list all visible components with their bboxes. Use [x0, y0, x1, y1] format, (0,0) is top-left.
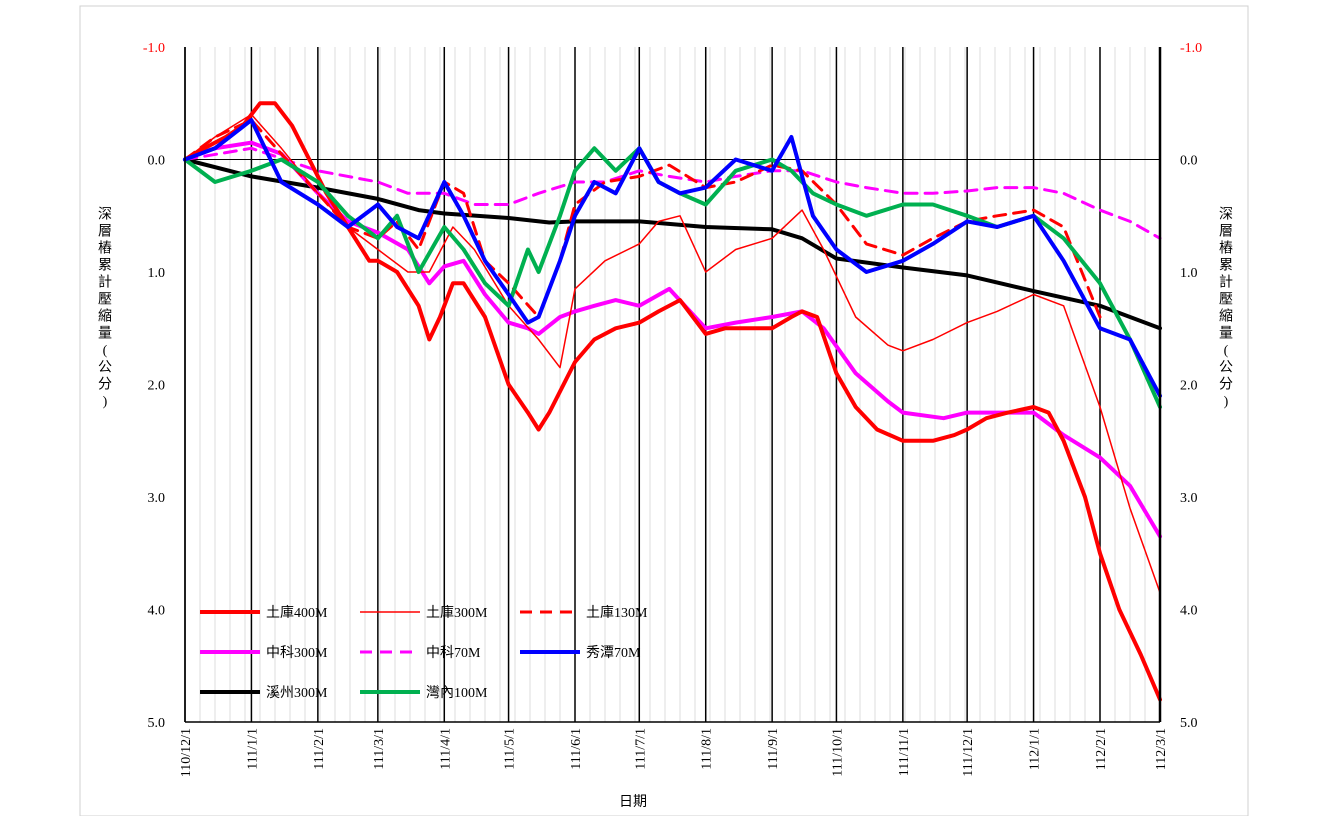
series-line	[183, 140, 1162, 539]
x-axis-title: 日期	[619, 794, 647, 810]
y-axis-title-right: 深層樁累計壓縮量(公分)	[1219, 207, 1233, 410]
series-line	[183, 101, 1162, 702]
series-lines	[183, 101, 1162, 702]
series-line	[183, 146, 1162, 409]
x-tick-label: 111/12/1	[961, 728, 976, 777]
y-tick-label-left: 3.0	[148, 491, 166, 506]
y-tick-label-right: 4.0	[1180, 604, 1198, 619]
legend: 土庫400M 土庫300M 土庫130M 中科300M 中科70M 秀潭70M 溪州300M…	[200, 604, 648, 701]
x-tick-label: 111/5/1	[503, 728, 518, 770]
x-tick-label: 112/2/1	[1094, 728, 1109, 770]
x-tick-label: 111/2/1	[312, 728, 327, 770]
x-tick-label: 111/11/1	[897, 728, 912, 776]
x-tick-label: 111/6/1	[569, 728, 584, 770]
series-line	[183, 146, 1162, 240]
legend-label: 溪州300M	[266, 685, 328, 701]
series-line	[183, 157, 1162, 331]
x-tick-label: 111/10/1	[830, 728, 845, 777]
y-tick-label-right: 0.0	[1180, 154, 1198, 169]
legend-label: 中科70M	[426, 645, 481, 661]
x-tick-label: 112/1/1	[1028, 728, 1043, 770]
y-tick-label-left: 0.0	[148, 154, 166, 169]
y-tick-label-right: 3.0	[1180, 491, 1198, 506]
y-tick-label-left: 1.0	[148, 266, 166, 281]
y-tick-label-right: 1.0	[1180, 266, 1198, 281]
series-line	[183, 118, 1162, 398]
x-tick-labels: 110/12/1 111/1/1 111/2/1 111/3/1 111/4/1 111/…	[179, 728, 1169, 777]
series-line	[184, 113, 1161, 594]
series-line	[183, 118, 1102, 319]
x-tick-label: 110/12/1	[179, 728, 194, 777]
y-tick-label-left: 4.0	[148, 604, 166, 619]
legend-label: 土庫400M	[266, 604, 328, 621]
x-tick-label: 111/7/1	[633, 728, 648, 770]
x-tick-label: 111/8/1	[700, 728, 715, 770]
x-tick-label: 111/1/1	[245, 728, 260, 770]
y-tick-label-left: 2.0	[148, 379, 166, 394]
legend-label: 灣內100M	[426, 685, 488, 701]
y-tick-label-left: -1.0	[143, 41, 165, 56]
x-tick-label: 112/3/1	[1154, 728, 1169, 770]
legend-label: 土庫300M	[426, 604, 488, 621]
x-tick-label: 111/4/1	[438, 728, 453, 770]
x-tick-label: 111/3/1	[372, 728, 387, 770]
right-y-tick-labels: -1.0 0.0 1.0 2.0 3.0 4.0 5.0	[1180, 41, 1202, 731]
y-tick-label-right: 5.0	[1180, 716, 1198, 731]
y-tick-label-right: 2.0	[1180, 379, 1198, 394]
y-axis-title-left: 深層樁累計壓縮量(公分)	[98, 207, 112, 410]
legend-label: 秀潭70M	[586, 644, 641, 661]
axes	[184, 47, 1162, 723]
y-tick-label-left: 5.0	[148, 716, 166, 731]
legend-label: 土庫130M	[586, 604, 648, 621]
x-tick-label: 111/9/1	[766, 728, 781, 770]
y-tick-label-right: -1.0	[1180, 41, 1202, 56]
legend-label: 中科300M	[266, 645, 328, 661]
left-y-tick-labels: -1.0 0.0 1.0 2.0 3.0 4.0 5.0	[143, 41, 165, 731]
